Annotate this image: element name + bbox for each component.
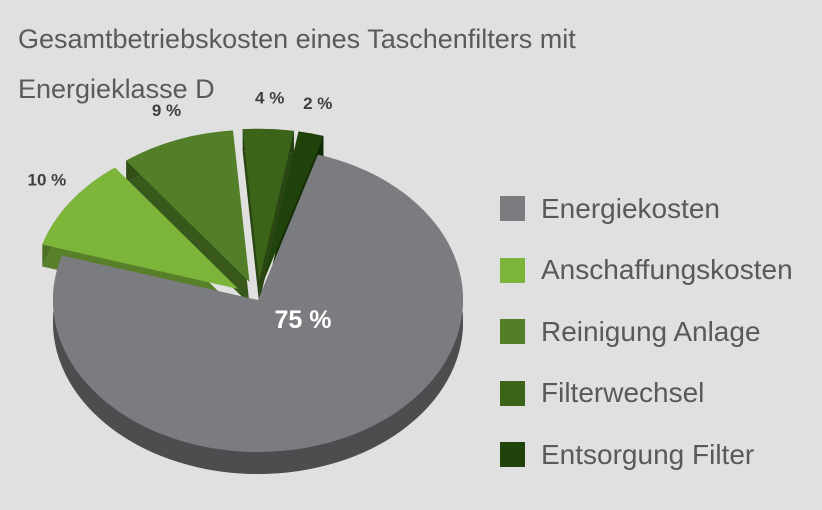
legend-item: Anschaffungskosten: [500, 240, 793, 302]
legend-item: Entsorgung Filter: [500, 424, 793, 486]
pie-slice: [42, 167, 239, 289]
legend-swatch: [500, 196, 525, 222]
legend-label: Entsorgung Filter: [541, 438, 755, 470]
pie-data-labels: 75 % 10 % 9 % 4 % 2 %: [28, 89, 333, 334]
legend-swatch: [500, 380, 525, 406]
chart-legend: Energiekosten Anschaffungskosten Reinigung…: [500, 178, 793, 486]
pie-slice: [242, 128, 294, 281]
pie-slice: [126, 130, 250, 283]
legend-label: Anschaffungskosten: [541, 254, 793, 286]
pie-data-label: 4 %: [255, 89, 284, 108]
legend-label: Energiekosten: [541, 192, 721, 224]
pie-data-label: 9 %: [152, 101, 181, 120]
legend-item: Filterwechsel: [500, 363, 793, 425]
legend-swatch: [500, 319, 525, 345]
legend-swatch: [500, 442, 525, 468]
legend-item: Energiekosten: [500, 178, 793, 240]
pie-data-label: 75 %: [275, 306, 332, 334]
pie-data-label: 10 %: [28, 171, 67, 190]
pie-slice: [52, 154, 463, 453]
pie-slices-layer: [42, 128, 463, 453]
chart-title: Gesamtbetriebskosten eines Taschenfilter…: [18, 24, 576, 104]
pie-data-label: 2 %: [303, 94, 332, 113]
legend-swatch: [500, 257, 525, 283]
pie-slice: [263, 131, 324, 282]
legend-label: Reinigung Anlage: [541, 315, 761, 347]
legend-item: Reinigung Anlage: [500, 301, 793, 363]
legend-label: Filterwechsel: [541, 377, 705, 409]
